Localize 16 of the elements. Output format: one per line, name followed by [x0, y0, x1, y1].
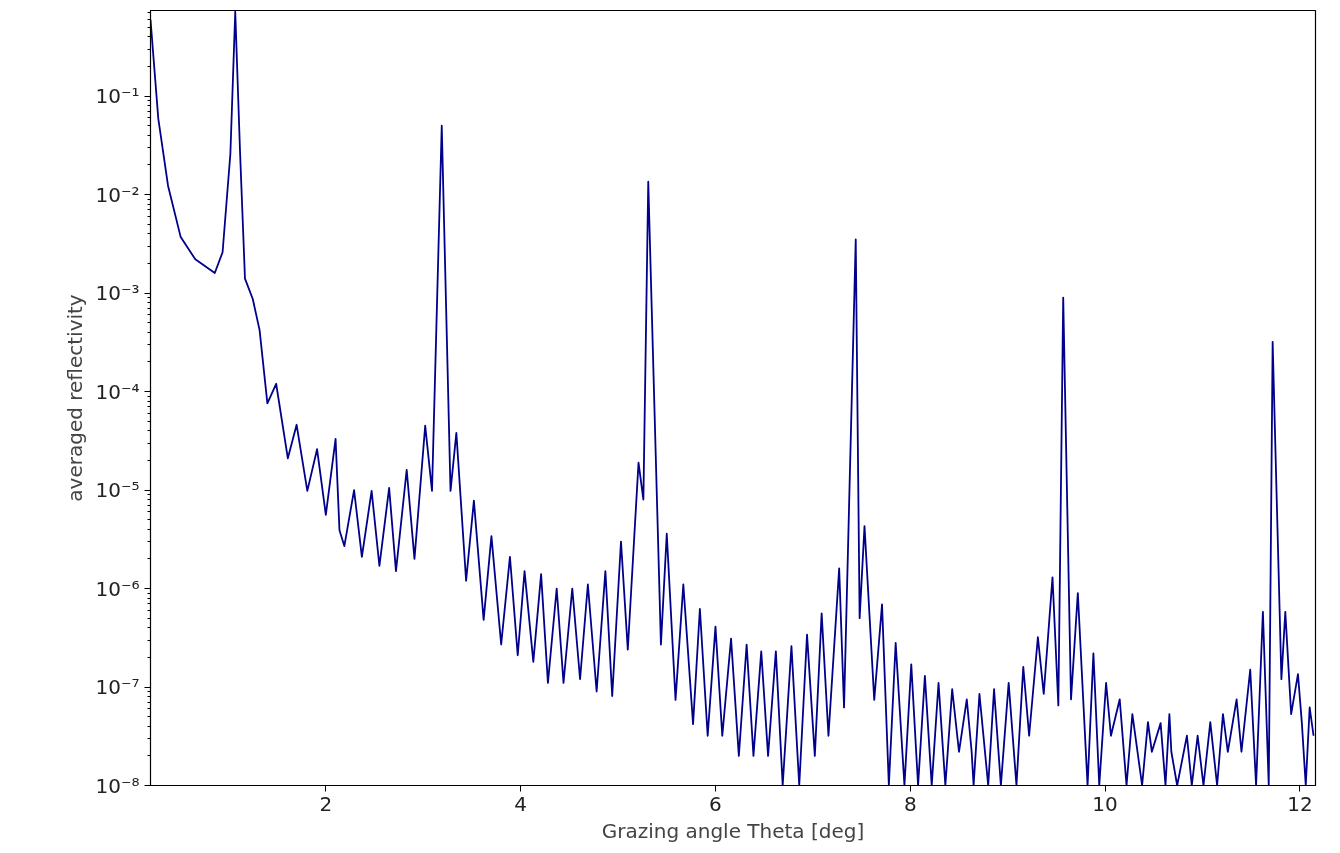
x-tick-label: 4: [514, 791, 528, 816]
y-tick-label: 10⁻⁴: [95, 379, 140, 404]
y-tick-label: 10⁻⁷: [95, 675, 140, 700]
x-tick-label: 2: [319, 791, 333, 816]
y-tick-label: 10⁻¹: [95, 84, 140, 109]
y-tick-label: 10⁻³: [95, 281, 140, 306]
y-tick-label: 10⁻⁶: [95, 576, 140, 601]
y-tick-label: 10⁻⁵: [95, 478, 140, 503]
x-axis-title: Grazing angle Theta [deg]: [601, 818, 865, 843]
x-tick-label: 6: [709, 791, 722, 816]
y-tick-label: 10⁻⁸: [95, 773, 140, 798]
y-axis-title: averaged reflectivity: [63, 294, 88, 502]
x-tick-label: 12: [1287, 791, 1313, 816]
x-tick-label: 10: [1092, 791, 1118, 816]
y-tick-label: 10⁻²: [95, 182, 140, 207]
x-tick-label: 8: [903, 791, 917, 816]
